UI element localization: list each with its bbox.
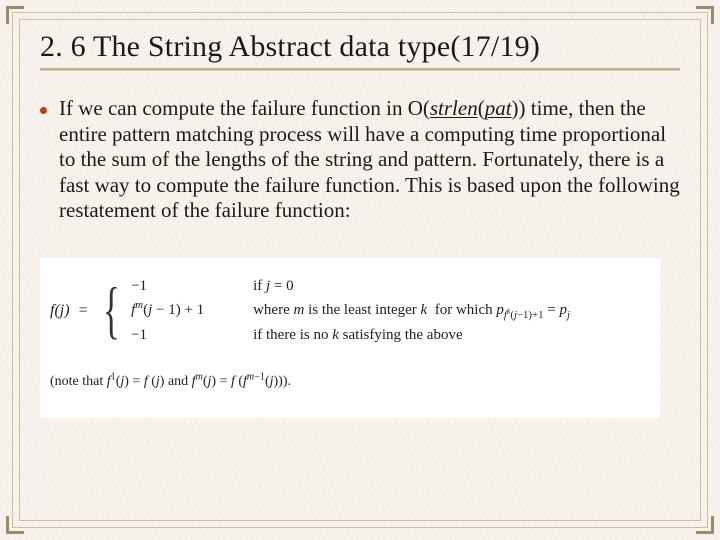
- formula-main: f(j) = { −1 if j = 0 fm(j − 1) + 1 where…: [50, 276, 650, 345]
- bullet-dot-icon: [40, 107, 47, 114]
- corner-bottom-left: [6, 516, 24, 534]
- title-rule: [40, 68, 680, 70]
- case-row: fm(j − 1) + 1 where m is the least integ…: [131, 300, 570, 320]
- formula-lhs: f(j) =: [50, 300, 88, 322]
- brace-icon: {: [103, 288, 120, 333]
- corner-top-right: [696, 6, 714, 24]
- case-condition: where m is the least integer k for which…: [253, 300, 570, 320]
- case-value: −1: [131, 276, 239, 296]
- bullet-emph-pat: pat: [485, 96, 512, 120]
- formula-block: f(j) = { −1 if j = 0 fm(j − 1) + 1 where…: [40, 258, 660, 418]
- slide-title: 2. 6 The String Abstract data type(17/19…: [40, 30, 680, 64]
- slide-content: 2. 6 The String Abstract data type(17/19…: [40, 30, 680, 510]
- paren-open: (: [478, 96, 485, 120]
- case-condition: if there is no k satisfying the above: [253, 325, 463, 345]
- case-row: −1 if there is no k satisfying the above: [131, 325, 570, 345]
- case-condition: if j = 0: [253, 276, 294, 296]
- case-value: −1: [131, 325, 239, 345]
- bullet-text: If we can compute the failure function i…: [59, 96, 680, 224]
- corner-top-left: [6, 6, 24, 24]
- case-row: −1 if j = 0: [131, 276, 570, 296]
- bullet-item: If we can compute the failure function i…: [40, 96, 680, 224]
- formula-note: (note that f1(j) = f (j) and fm(j) = f (…: [50, 373, 650, 392]
- corner-bottom-right: [696, 516, 714, 534]
- bullet-emph-strlen: strlen: [430, 96, 478, 120]
- case-value: fm(j − 1) + 1: [131, 300, 239, 320]
- bullet-prefix: If we can compute the failure function i…: [59, 96, 430, 120]
- formula-cases: −1 if j = 0 fm(j − 1) + 1 where m is the…: [131, 276, 570, 345]
